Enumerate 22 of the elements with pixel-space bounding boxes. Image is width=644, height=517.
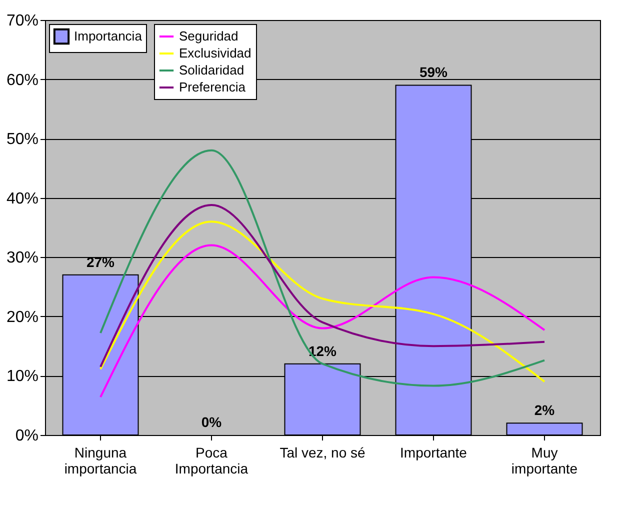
x-tick-label: Importante bbox=[400, 444, 468, 460]
data-label: 0% bbox=[201, 414, 222, 430]
data-label: 59% bbox=[419, 64, 448, 80]
legend-label: Exclusividad bbox=[179, 46, 252, 60]
x-tick-label: Poca Importancia bbox=[174, 444, 248, 476]
x-tick-label: Tal vez, no sé bbox=[280, 444, 366, 460]
x-tick-label: Ninguna importancia bbox=[64, 444, 137, 476]
legend-label: Preferencia bbox=[179, 80, 246, 94]
y-tick-label: 10% bbox=[6, 368, 38, 386]
y-tick-label: 40% bbox=[6, 190, 38, 208]
data-label: 2% bbox=[534, 402, 556, 418]
x-tick-label: Muy importante bbox=[511, 444, 578, 476]
y-tick-label: 0% bbox=[15, 428, 38, 444]
y-tick-label: 20% bbox=[6, 308, 38, 326]
y-tick-label: 70% bbox=[6, 12, 38, 30]
y-tick-label: 50% bbox=[6, 131, 38, 148]
data-label: 12% bbox=[308, 342, 338, 359]
y-tick-label: 60% bbox=[6, 72, 38, 89]
legend-label: Importancia bbox=[74, 28, 143, 44]
legend-label: Seguridad bbox=[179, 28, 238, 44]
y-tick-label: 30% bbox=[6, 250, 38, 267]
legend-label: Solidaridad bbox=[179, 62, 244, 78]
